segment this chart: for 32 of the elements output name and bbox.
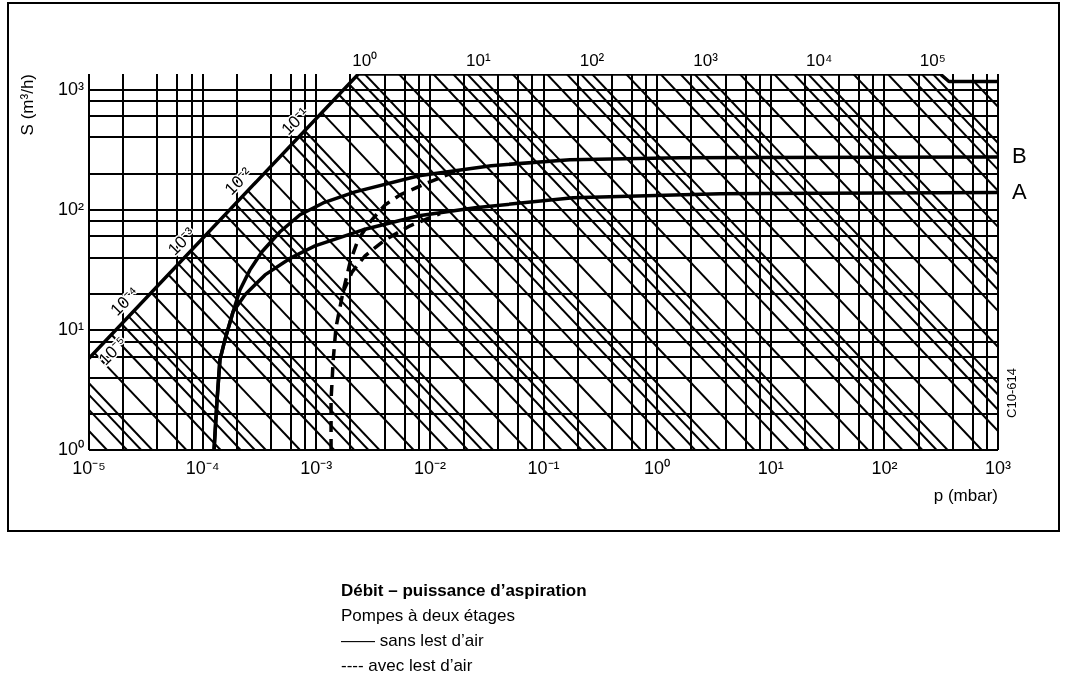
x-tick-label: 10³ xyxy=(984,457,1012,478)
annotation: 10⁴ xyxy=(806,51,833,71)
x-tick-label: 10⁰ xyxy=(644,457,671,478)
annotation: 10⁰ xyxy=(352,51,378,71)
annotation: 10⁻³ xyxy=(164,223,200,259)
text: Pompes à deux étages xyxy=(341,605,516,627)
x-tick-label: 10² xyxy=(871,457,898,478)
text: Débit – puissance d’aspiration xyxy=(341,580,587,602)
series-label: A xyxy=(1012,178,1027,204)
series-label: B xyxy=(1012,143,1027,169)
x-tick-label: 10⁻³ xyxy=(300,457,333,478)
annotation: 10⁻⁵ xyxy=(94,333,131,370)
annotation: 10⁻² xyxy=(220,163,257,199)
y-tick-label: 10² xyxy=(57,198,85,219)
text: ---- avec lest d’air xyxy=(341,655,474,677)
x-tick-label: 10⁻¹ xyxy=(527,457,560,478)
x-tick-label: 10⁻² xyxy=(413,457,446,478)
x-tick-label: 10¹ xyxy=(757,457,784,478)
annotation: 10³ xyxy=(693,51,719,71)
y-tick-label: 10³ xyxy=(57,78,85,99)
x-tick-label: 10⁻⁴ xyxy=(185,457,220,478)
annotation: 10¹ xyxy=(466,51,491,71)
text: —— sans lest d’air xyxy=(341,630,485,652)
annotation: 10⁵ xyxy=(919,51,946,71)
y-tick-label: 10⁰ xyxy=(57,438,84,459)
y-axis-title: S (m³/h) xyxy=(17,74,37,136)
x-axis-title: p (mbar) xyxy=(933,486,998,506)
text: C10-614 xyxy=(1003,368,1019,418)
x-tick-label: 10⁻⁵ xyxy=(72,457,106,478)
annotation: 10⁻¹ xyxy=(277,103,314,139)
y-tick-label: 10¹ xyxy=(57,318,85,339)
annotation: 10² xyxy=(579,51,605,71)
